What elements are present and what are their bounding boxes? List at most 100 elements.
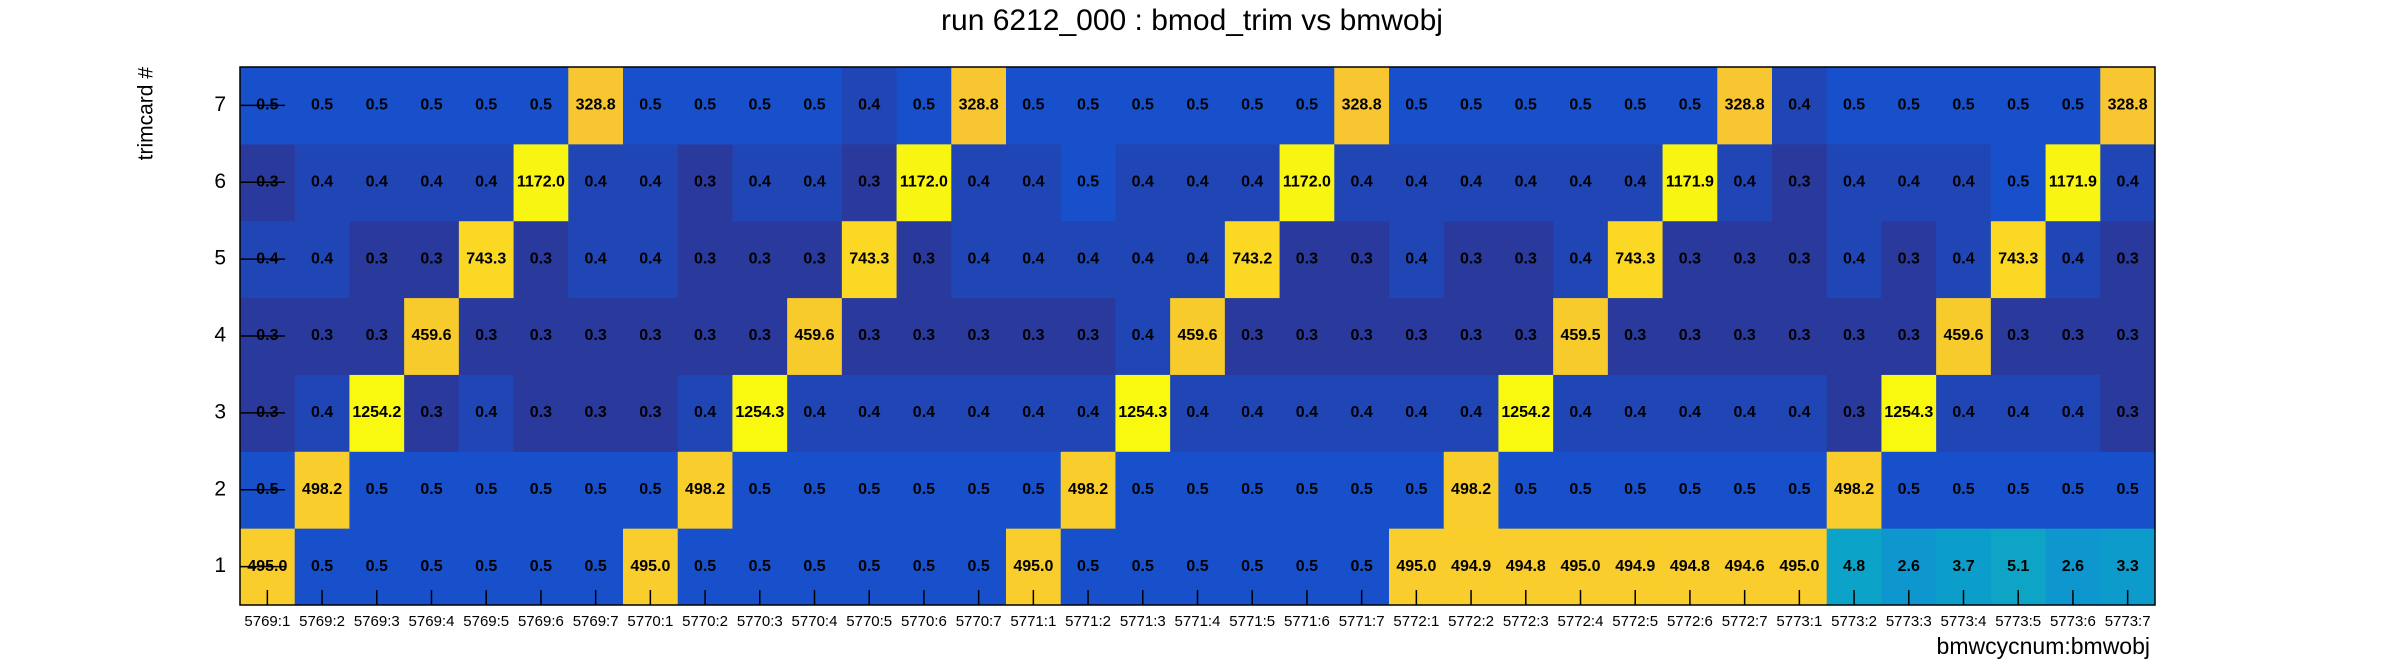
cell-label: 0.3 [913,327,935,344]
cell-label: 328.8 [576,97,616,114]
cell [1990,220,2047,299]
cell-label: 0.3 [1405,327,1427,344]
cell [841,67,898,145]
cell [1060,67,1116,145]
cell [1006,297,1062,375]
cell-label: 0.5 [1186,97,1208,114]
cell-label: 459.6 [794,327,834,344]
cell [841,143,898,222]
cell-label: 0.5 [1296,558,1318,575]
cell-label: 0.5 [1022,481,1044,498]
cell [2100,297,2156,375]
cell [1662,67,1718,145]
cell [1662,297,1718,375]
cell-label: 495.0 [1396,558,1436,575]
cell-label: 494.9 [1451,558,1491,575]
cell [841,220,898,299]
cell-label: 743.3 [1998,250,2038,267]
cell-label: 5.1 [2007,558,2029,575]
x-tick-label: 5773:7 [2105,613,2151,630]
cell-label: 0.4 [1077,404,1099,421]
cell [513,451,569,529]
cell [787,67,843,145]
cell-label: 0.3 [1351,327,1373,344]
cell [1607,67,1664,145]
cell [2100,451,2156,529]
cell-label: 0.4 [1351,404,1373,421]
x-tick-label: 5773:5 [1995,613,2041,630]
x-tick-label: 5771:4 [1175,613,1221,630]
cell-label: 0.3 [1679,327,1701,344]
cell-label: 743.3 [849,250,889,267]
cell [677,451,733,529]
cell-label: 0.4 [1624,174,1646,191]
cell-label: 328.8 [1342,97,1382,114]
cell-label: 0.3 [311,327,333,344]
cell-label: 0.4 [1460,174,1482,191]
cell-label: 0.3 [420,404,442,421]
cell-label: 0.5 [1022,97,1044,114]
cell-label: 0.4 [968,174,990,191]
y-tick-label: 7 [214,93,226,116]
cell [2100,143,2156,222]
cell [1334,143,1390,222]
cell-label: 0.3 [1351,250,1373,267]
cell-label: 0.4 [311,174,333,191]
cell [1170,143,1226,222]
cell [1115,374,1171,452]
cell-label: 0.5 [1132,558,1154,575]
cell [1498,297,1554,375]
cell [1334,374,1390,452]
cell [458,374,515,452]
cell [1389,67,1445,145]
cell [1060,220,1116,299]
x-tick-label: 5769:2 [299,613,345,630]
cell-label: 0.5 [1077,558,1099,575]
cell [1115,143,1171,222]
cell [1826,67,1882,145]
cell-label: 495.0 [1779,558,1819,575]
cell-label: 0.5 [1132,481,1154,498]
cell [1224,143,1281,222]
cell-label: 498.2 [1068,481,1108,498]
cell [623,220,679,299]
cell [1826,374,1882,452]
cell-label: 1254.3 [1118,404,1167,421]
cell-label: 0.4 [1569,404,1591,421]
cell-label: 0.3 [694,174,716,191]
cell [349,297,405,375]
cell [349,67,405,145]
cell [1115,220,1171,299]
cell-label: 0.5 [475,97,497,114]
cell-label: 0.5 [2062,97,2084,114]
cell-label: 743.3 [1615,250,1655,267]
cell-label: 0.5 [803,481,825,498]
cell [787,297,843,375]
cell [1936,451,1992,529]
cell-label: 0.4 [475,174,497,191]
cell [1772,220,1828,299]
cell [1772,297,1828,375]
cell [1553,220,1609,299]
cell-label: 1254.3 [1884,404,1933,421]
x-tick-label: 5770:5 [846,613,892,630]
cell-label: 0.5 [1186,481,1208,498]
cell [1662,451,1718,529]
cell [1334,220,1390,299]
cell-label: 0.4 [1952,174,1974,191]
cell-label: 0.3 [530,327,552,344]
cell-label: 0.5 [1624,97,1646,114]
cell [1115,297,1171,375]
cell [1772,143,1828,222]
cell-label: 0.5 [366,97,388,114]
cell [1553,451,1609,529]
cell-label: 459.5 [1560,327,1600,344]
cell-label: 0.4 [1296,404,1318,421]
cell-label: 0.4 [1460,404,1482,421]
y-axis-title: trimcard # [135,67,158,161]
x-tick-label: 5769:7 [573,613,619,630]
cell [1115,451,1171,529]
cell [951,374,1007,452]
cell [787,451,843,529]
cell-label: 0.4 [1898,174,1920,191]
